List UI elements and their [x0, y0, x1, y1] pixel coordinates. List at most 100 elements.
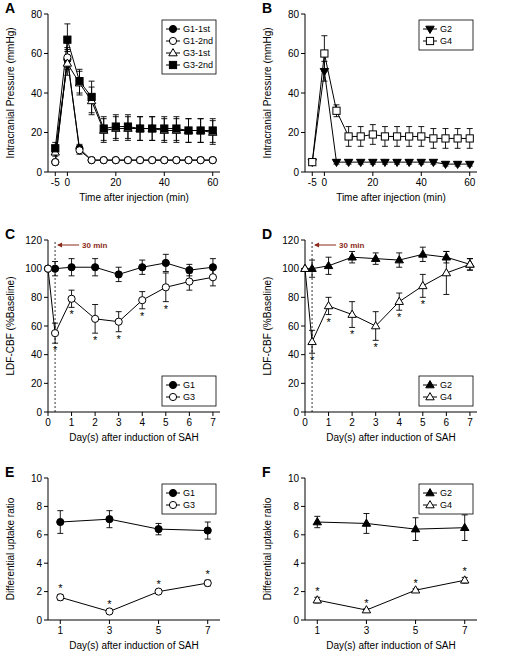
error-bar: [370, 125, 376, 145]
y-tick-label: 60: [31, 48, 43, 59]
error-bar: [382, 127, 388, 147]
marker: [124, 123, 131, 130]
error-cap: [186, 142, 192, 143]
x-tick-label: 0: [65, 177, 71, 188]
x-tick-label: 7: [210, 417, 216, 428]
marker: [466, 135, 473, 142]
legend-marker: [426, 37, 433, 44]
panel-label: B: [262, 0, 272, 16]
marker: [209, 157, 216, 164]
error-cap: [467, 128, 473, 129]
legend-marker: [169, 489, 176, 496]
panel-label: E: [5, 464, 14, 480]
x-axis-label: Day(s) after induction of SAH: [326, 640, 456, 651]
error-bar: [137, 117, 143, 141]
y-tick-label: 0: [293, 167, 299, 178]
marker: [406, 133, 413, 140]
error-cap: [467, 148, 473, 149]
significance-mark: *: [364, 597, 369, 609]
y-tick-label: 20: [31, 127, 43, 138]
error-cap: [309, 330, 315, 331]
x-tick-label: -5: [51, 177, 60, 188]
legend-box: [162, 484, 216, 514]
series-line: [55, 40, 212, 149]
y-axis-label: Differential uptake ratio: [5, 497, 16, 600]
y-tick-label: 40: [31, 88, 43, 99]
legend-marker: [426, 489, 434, 496]
legend-marker: [426, 381, 434, 388]
marker: [320, 68, 328, 75]
x-tick: [164, 172, 165, 176]
error-cap: [420, 247, 426, 248]
marker: [68, 295, 75, 302]
error-cap: [396, 252, 402, 253]
error-cap: [198, 118, 204, 119]
legend-label: G3: [183, 500, 195, 510]
error-cap: [113, 114, 119, 115]
error-cap: [52, 261, 58, 262]
error-cap: [173, 142, 179, 143]
marker: [371, 254, 379, 261]
y-tick: [301, 620, 305, 621]
error-cap: [198, 142, 204, 143]
x-tick-label: 0: [322, 177, 328, 188]
x-tick-label: 60: [207, 177, 219, 188]
x-axis-label: Day(s) after induction of SAH: [326, 432, 456, 443]
error-cap: [163, 272, 169, 273]
marker: [466, 260, 474, 267]
error-cap: [161, 116, 167, 117]
error-cap: [346, 126, 352, 127]
marker: [461, 523, 469, 530]
legend: G2G4: [419, 20, 473, 50]
marker: [149, 125, 156, 132]
x-tick: [115, 172, 116, 176]
y-tick-label: 80: [288, 9, 300, 20]
error-cap: [173, 140, 179, 141]
error-cap: [326, 297, 332, 298]
marker: [124, 157, 131, 164]
y-tick: [44, 14, 48, 15]
error-cap: [382, 146, 388, 147]
y-tick-label: 2: [36, 586, 42, 597]
marker: [186, 267, 193, 274]
error-cap: [57, 510, 63, 511]
x-tick: [212, 172, 213, 176]
error-cap: [198, 118, 204, 119]
error-cap: [309, 277, 315, 278]
marker: [173, 157, 180, 164]
y-tick: [44, 591, 48, 592]
marker: [301, 264, 309, 271]
legend-marker: [169, 393, 176, 400]
error-cap: [163, 254, 169, 255]
error-cap: [113, 138, 119, 139]
marker: [344, 159, 352, 166]
panel: E02468101357Day(s) after induction of SA…: [5, 464, 220, 651]
y-axis: [305, 478, 306, 620]
x-tick: [165, 412, 166, 416]
error-cap: [69, 290, 75, 291]
y-tick: [301, 53, 305, 54]
error-cap: [349, 301, 355, 302]
marker: [115, 318, 122, 325]
error-cap: [210, 285, 216, 286]
marker: [136, 125, 143, 132]
legend-label: G2: [440, 24, 452, 34]
error-cap: [186, 142, 192, 143]
error-cap: [106, 527, 112, 528]
series-line: [60, 519, 207, 530]
legend-marker: [169, 381, 176, 388]
legend-label: G1-1st: [183, 24, 211, 34]
x-tick: [375, 412, 376, 416]
error-cap: [346, 146, 352, 147]
x-tick: [422, 412, 423, 416]
x-tick-label: 3: [373, 417, 379, 428]
error-cap: [149, 116, 155, 117]
marker: [348, 310, 356, 317]
error-cap: [116, 311, 122, 312]
error-cap: [163, 271, 169, 272]
x-tick: [55, 172, 56, 176]
error-cap: [125, 138, 131, 139]
x-tick: [446, 412, 447, 416]
y-tick-label: 0: [36, 615, 42, 626]
error-cap: [106, 510, 112, 511]
